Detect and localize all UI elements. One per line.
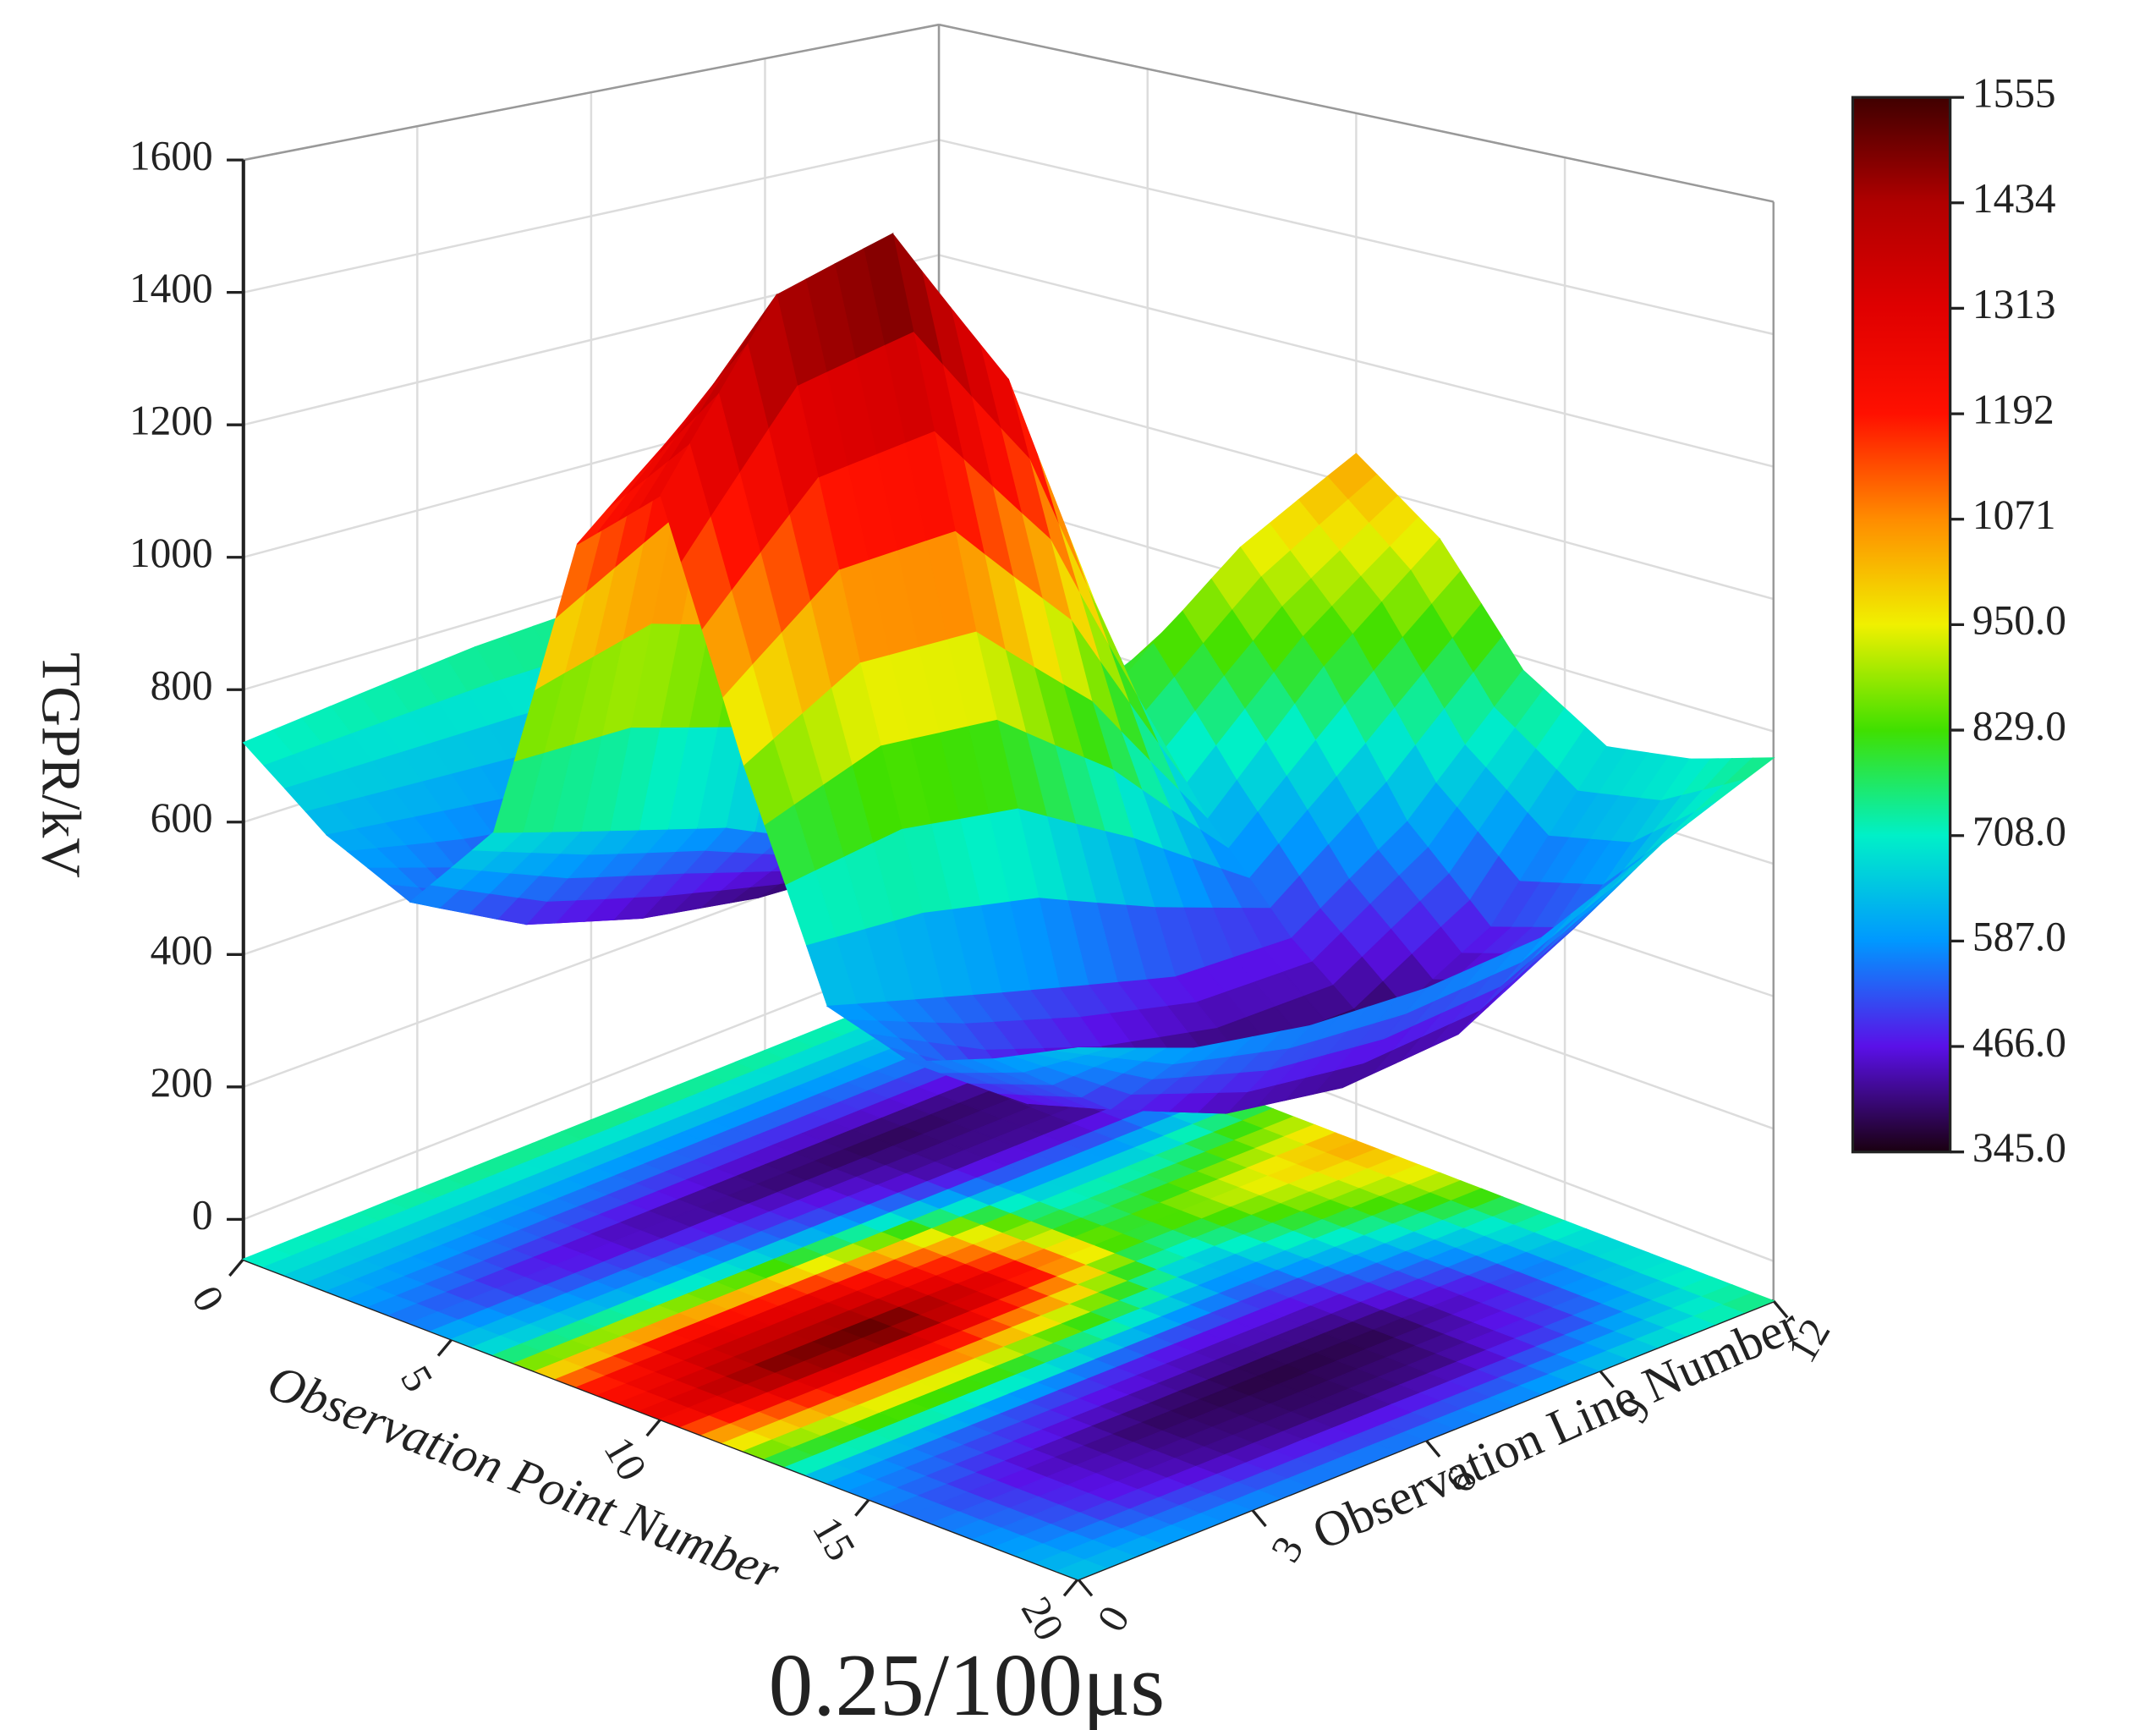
colorbar-tick-label: 1192 — [1972, 386, 2055, 432]
colorbar-tick-label: 466.0 — [1972, 1019, 2066, 1065]
z-tick-label: 400 — [151, 927, 213, 974]
x-tick — [854, 1497, 871, 1517]
colorbar-tick-label: 1555 — [1972, 69, 2056, 116]
y-tick — [1772, 1299, 1789, 1319]
x-tick — [645, 1418, 662, 1437]
colorbar-tick-label: 950.0 — [1972, 597, 2066, 644]
chart-title: 0.25/100μs — [769, 1635, 1166, 1730]
colorbar-tick-label: 1313 — [1972, 281, 2056, 327]
projection-cell — [1722, 1292, 1775, 1314]
colorbar-tick-label: 587.0 — [1972, 914, 2066, 960]
z-tick-label: 1400 — [129, 265, 213, 311]
y-tick — [1598, 1369, 1615, 1388]
x-tick — [436, 1337, 453, 1357]
x-tick-label: 5 — [392, 1358, 442, 1399]
surface-cell — [1056, 1047, 1107, 1055]
colorbar-tick-label: 829.0 — [1972, 702, 2066, 749]
x-tick — [228, 1258, 245, 1277]
x-tick-label: 15 — [804, 1509, 864, 1568]
wall-edge — [243, 23, 940, 162]
x-tick — [1062, 1578, 1079, 1597]
y-tick — [1250, 1508, 1267, 1528]
colorbar-tick-label: 345.0 — [1972, 1124, 2066, 1171]
colorbar-tick-label: 1434 — [1972, 175, 2056, 222]
z-tick-label: 1000 — [129, 530, 213, 576]
x-tick-label: 0 — [183, 1278, 233, 1320]
y-tick-label: 3 — [1262, 1529, 1313, 1570]
colorbar-tick-label: 708.0 — [1972, 808, 2066, 854]
z-axis-label: TGPR/kV — [30, 652, 92, 878]
z-tick-label: 600 — [151, 794, 213, 841]
z-tick-label: 1600 — [129, 132, 213, 178]
wall-edge — [938, 23, 1775, 203]
colorbar-tick-label: 1071 — [1972, 492, 2056, 538]
y-tick — [1077, 1578, 1094, 1597]
z-tick-label: 0 — [192, 1192, 213, 1238]
surface — [242, 233, 1775, 1114]
z-tick-label: 200 — [151, 1059, 213, 1106]
z-tick-label: 1200 — [129, 398, 213, 444]
z-tick-label: 800 — [151, 662, 213, 709]
y-tick-label: 0 — [1088, 1598, 1138, 1639]
y-tick — [1424, 1439, 1441, 1458]
colorbar — [1851, 96, 1952, 1154]
